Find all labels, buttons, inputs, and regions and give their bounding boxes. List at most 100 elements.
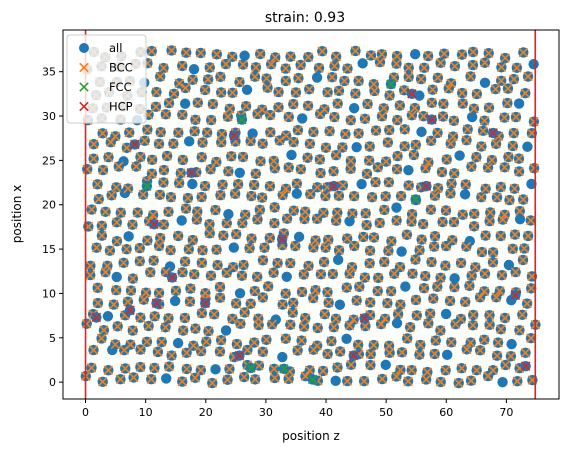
point-bcc bbox=[377, 111, 387, 122]
point-all bbox=[400, 281, 411, 292]
point-bcc bbox=[500, 313, 510, 323]
legend-marker-bcc bbox=[79, 62, 89, 73]
point-bcc bbox=[469, 209, 480, 219]
point-bcc bbox=[228, 262, 238, 272]
point-bcc bbox=[378, 103, 389, 114]
point-bcc bbox=[422, 367, 433, 377]
point-bcc bbox=[402, 333, 413, 344]
point-all bbox=[330, 375, 341, 387]
point-bcc bbox=[425, 308, 435, 319]
point-bcc bbox=[331, 314, 341, 324]
point-bcc bbox=[269, 202, 280, 213]
point-bcc bbox=[184, 244, 194, 255]
point-bcc bbox=[445, 138, 456, 149]
point-bcc bbox=[291, 87, 301, 98]
point-bcc bbox=[269, 364, 279, 374]
point-bcc bbox=[319, 104, 330, 115]
point-hcp bbox=[234, 350, 245, 361]
point-bcc bbox=[255, 156, 266, 167]
point-bcc bbox=[515, 206, 525, 216]
point-bcc bbox=[88, 153, 99, 164]
point-all bbox=[172, 337, 184, 349]
point-all bbox=[179, 98, 191, 109]
point-bcc bbox=[439, 48, 449, 59]
point-bcc bbox=[332, 362, 343, 373]
point-bcc bbox=[154, 139, 164, 149]
point-fcc bbox=[142, 181, 152, 191]
point-bcc bbox=[416, 234, 427, 245]
point-bcc bbox=[376, 319, 386, 329]
point-bcc bbox=[177, 61, 188, 71]
point-bcc bbox=[227, 88, 238, 98]
point-bcc bbox=[127, 325, 138, 336]
point-bcc bbox=[125, 339, 136, 350]
legend-marker-fcc bbox=[79, 82, 89, 92]
point-bcc bbox=[410, 254, 421, 265]
point-bcc bbox=[281, 130, 291, 141]
point-bcc bbox=[322, 87, 333, 98]
y-tick-label: 0 bbox=[49, 376, 56, 389]
point-bcc bbox=[518, 47, 529, 58]
point-bcc bbox=[204, 62, 215, 73]
point-bcc bbox=[308, 242, 319, 253]
point-bcc bbox=[139, 294, 149, 305]
point-all bbox=[348, 103, 360, 114]
point-bcc bbox=[475, 345, 485, 356]
point-bcc bbox=[382, 298, 393, 308]
point-bcc bbox=[384, 177, 394, 188]
point-bcc bbox=[123, 183, 133, 194]
point-bcc bbox=[429, 349, 440, 359]
point-bcc bbox=[88, 345, 99, 355]
point-bcc bbox=[193, 97, 203, 108]
point-bcc bbox=[165, 245, 176, 255]
point-bcc bbox=[273, 87, 284, 97]
point-bcc bbox=[103, 152, 114, 162]
point-bcc bbox=[142, 124, 153, 135]
point-bcc bbox=[440, 365, 451, 376]
point-bcc bbox=[197, 308, 207, 318]
point-bcc bbox=[416, 74, 426, 84]
point-bcc bbox=[492, 192, 502, 203]
point-bcc bbox=[308, 127, 319, 137]
point-bcc bbox=[97, 230, 107, 241]
point-bcc bbox=[283, 374, 294, 384]
point-bcc bbox=[384, 125, 395, 135]
point-bcc bbox=[334, 191, 344, 201]
point-bcc bbox=[281, 76, 291, 86]
point-bcc bbox=[190, 373, 200, 383]
point-bcc bbox=[183, 193, 193, 203]
point-bcc bbox=[327, 72, 337, 82]
y-tick-label: 20 bbox=[42, 199, 56, 212]
point-bcc bbox=[383, 246, 394, 256]
point-bcc bbox=[364, 258, 375, 269]
point-bcc bbox=[405, 322, 415, 333]
point-bcc bbox=[520, 348, 531, 358]
point-bcc bbox=[123, 296, 133, 307]
point-all bbox=[528, 58, 539, 70]
point-bcc bbox=[312, 182, 323, 193]
legend-marker-hcp bbox=[79, 101, 89, 112]
point-bcc bbox=[238, 152, 248, 162]
point-bcc bbox=[315, 168, 326, 178]
point-bcc bbox=[135, 362, 146, 372]
point-bcc bbox=[302, 152, 313, 163]
point-bcc bbox=[259, 242, 270, 253]
point-bcc bbox=[435, 273, 446, 283]
point-fcc bbox=[410, 194, 421, 205]
point-bcc bbox=[124, 127, 135, 138]
point-bcc bbox=[476, 141, 487, 152]
point-bcc bbox=[427, 84, 438, 95]
point-bcc bbox=[377, 374, 387, 384]
point-all bbox=[332, 254, 344, 266]
point-bcc bbox=[99, 325, 109, 335]
point-bcc bbox=[141, 287, 151, 298]
point-bcc bbox=[367, 192, 377, 202]
point-bcc bbox=[166, 45, 177, 56]
point-bcc bbox=[312, 323, 323, 333]
point-bcc bbox=[177, 376, 188, 387]
series-fcc bbox=[141, 78, 421, 385]
point-bcc bbox=[402, 229, 412, 240]
legend-label-fcc: FCC bbox=[109, 80, 132, 94]
point-all bbox=[506, 338, 517, 350]
point-bcc bbox=[255, 49, 265, 59]
